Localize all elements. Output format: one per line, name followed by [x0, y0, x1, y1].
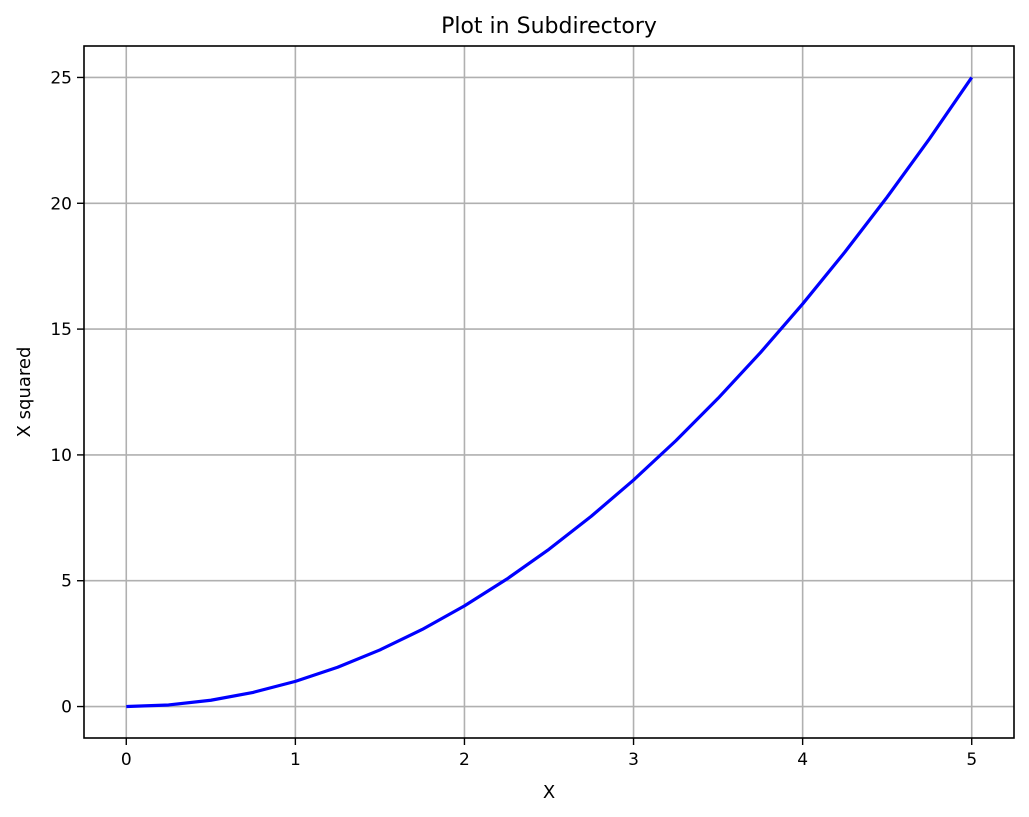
x-tick-label: 2: [459, 750, 470, 770]
y-tick-label: 10: [50, 446, 72, 466]
plot-frame: [83, 45, 1015, 739]
series-layer: [126, 76, 974, 709]
y-tick-label: 25: [50, 68, 72, 88]
x-tick-label: 4: [797, 750, 808, 770]
axis-ticks: 0 1 2 3 4 5 0 5 10 15 20 25: [50, 68, 977, 770]
x-axis-label: X: [543, 782, 555, 803]
y-tick-label: 20: [50, 194, 72, 214]
chart-title: Plot in Subdirectory: [441, 14, 657, 39]
x-tick-label: 5: [966, 750, 977, 770]
grid-lines: [84, 46, 1014, 738]
x-tick-label: 0: [121, 750, 132, 770]
plot-area: [84, 46, 1014, 738]
y-axis-label: X squared: [14, 347, 35, 438]
series-line-0: [126, 76, 974, 709]
y-tick-label: 0: [61, 698, 72, 718]
x-tick-label: 3: [628, 750, 639, 770]
y-tick-label: 5: [61, 572, 72, 592]
y-tick-label: 15: [50, 320, 72, 340]
x-tick-label: 1: [290, 750, 301, 770]
